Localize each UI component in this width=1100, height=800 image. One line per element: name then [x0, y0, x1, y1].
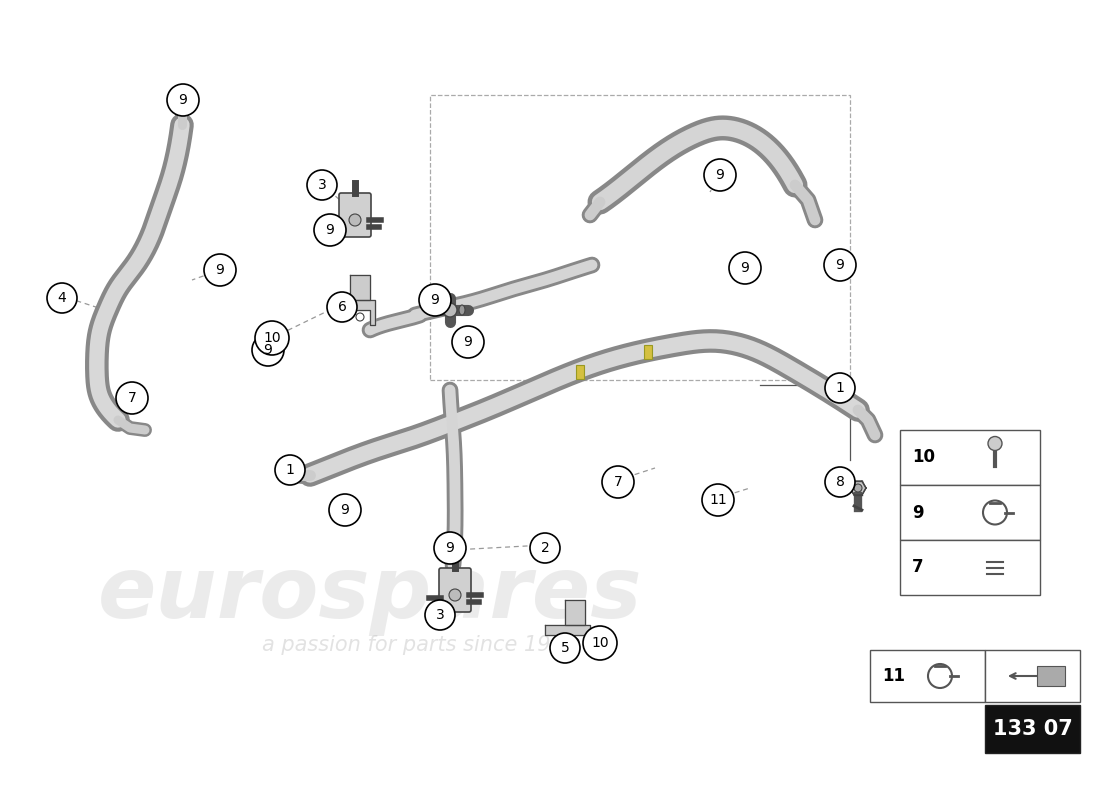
Polygon shape — [350, 275, 370, 300]
Bar — [1037, 666, 1065, 686]
Text: 3: 3 — [436, 608, 444, 622]
FancyBboxPatch shape — [339, 193, 371, 237]
Circle shape — [204, 254, 236, 286]
Text: 9: 9 — [740, 261, 749, 275]
Text: eurospares: eurospares — [98, 554, 642, 637]
Ellipse shape — [459, 305, 465, 315]
Circle shape — [307, 170, 337, 200]
Circle shape — [425, 600, 455, 630]
Circle shape — [452, 326, 484, 358]
Text: 4: 4 — [57, 291, 66, 305]
Circle shape — [275, 455, 305, 485]
Polygon shape — [330, 300, 375, 325]
Circle shape — [704, 159, 736, 191]
Text: 9: 9 — [463, 335, 472, 349]
Circle shape — [419, 284, 451, 316]
Text: 9: 9 — [446, 541, 454, 555]
Polygon shape — [850, 481, 866, 495]
Text: 133 07: 133 07 — [992, 719, 1072, 739]
Text: 9: 9 — [912, 503, 924, 522]
Text: 9: 9 — [716, 168, 725, 182]
Circle shape — [356, 313, 364, 321]
Circle shape — [327, 292, 358, 322]
Text: 11: 11 — [710, 493, 727, 507]
Text: 10: 10 — [591, 636, 608, 650]
Text: 6: 6 — [338, 300, 346, 314]
Circle shape — [550, 633, 580, 663]
Polygon shape — [565, 600, 585, 625]
Circle shape — [571, 638, 579, 646]
Circle shape — [825, 373, 855, 403]
Text: 10: 10 — [263, 331, 280, 345]
Circle shape — [583, 626, 617, 660]
Text: 9: 9 — [326, 223, 334, 237]
Bar — [984, 650, 1080, 702]
Text: 9: 9 — [341, 503, 350, 517]
Bar — [900, 485, 1040, 540]
Circle shape — [47, 283, 77, 313]
Circle shape — [314, 214, 346, 246]
Text: 9: 9 — [264, 343, 273, 357]
Text: 1: 1 — [836, 381, 845, 395]
Circle shape — [167, 84, 199, 116]
Text: 2: 2 — [540, 541, 549, 555]
Bar — [900, 430, 1040, 485]
Circle shape — [988, 437, 1002, 450]
Circle shape — [252, 334, 284, 366]
Bar — [900, 540, 1040, 595]
Circle shape — [434, 532, 466, 564]
Text: a passion for parts since 1985: a passion for parts since 1985 — [263, 635, 578, 655]
Text: 7: 7 — [912, 558, 924, 577]
Ellipse shape — [434, 305, 441, 315]
Circle shape — [824, 249, 856, 281]
Bar — [870, 650, 984, 702]
Text: 1: 1 — [286, 463, 295, 477]
FancyBboxPatch shape — [439, 568, 471, 612]
Text: 10: 10 — [912, 449, 935, 466]
Text: 11: 11 — [882, 667, 905, 685]
FancyBboxPatch shape — [644, 345, 652, 359]
Circle shape — [349, 214, 361, 226]
Text: 9: 9 — [430, 293, 439, 307]
Text: 9: 9 — [836, 258, 845, 272]
Circle shape — [449, 589, 461, 601]
Circle shape — [255, 321, 289, 355]
Circle shape — [443, 303, 456, 317]
Text: 9: 9 — [216, 263, 224, 277]
Circle shape — [854, 484, 862, 492]
FancyBboxPatch shape — [576, 365, 584, 379]
Text: 7: 7 — [614, 475, 623, 489]
Circle shape — [530, 533, 560, 563]
Bar — [984, 705, 1080, 753]
Text: 5: 5 — [561, 641, 570, 655]
Circle shape — [825, 467, 855, 497]
Text: 7: 7 — [128, 391, 136, 405]
Polygon shape — [544, 625, 590, 650]
Text: 9: 9 — [178, 93, 187, 107]
Circle shape — [329, 494, 361, 526]
Circle shape — [702, 484, 734, 516]
Text: 3: 3 — [318, 178, 327, 192]
Text: 8: 8 — [836, 475, 845, 489]
Bar — [430, 95, 850, 380]
Circle shape — [116, 382, 148, 414]
Circle shape — [729, 252, 761, 284]
Circle shape — [602, 466, 634, 498]
